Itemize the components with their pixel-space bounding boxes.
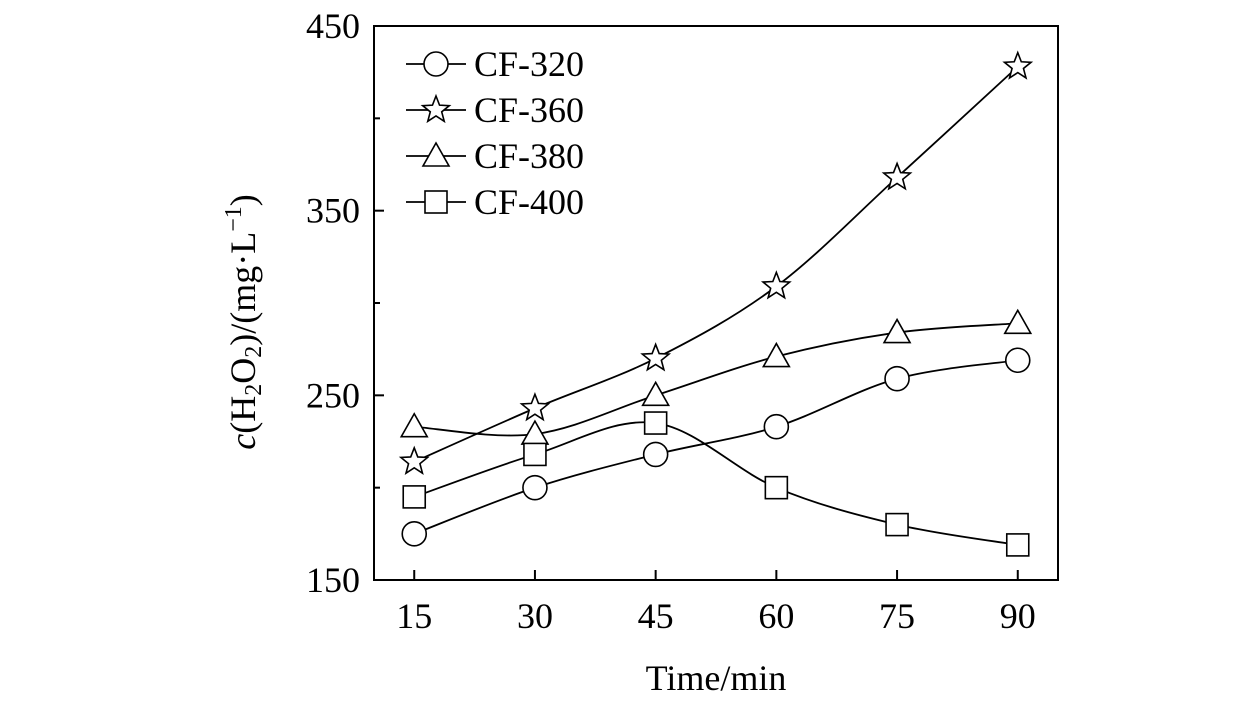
legend-item: CF-380 (406, 136, 584, 176)
data-point-triangle (761, 341, 791, 368)
y-tick-label: 450 (306, 6, 360, 46)
legend-marker-star (420, 93, 452, 124)
data-point-star (398, 445, 430, 475)
data-point-triangle (399, 412, 429, 438)
series-cf-380 (399, 308, 1033, 445)
data-point-star (1002, 50, 1034, 80)
series-cf-360 (398, 50, 1034, 475)
data-point-star (640, 342, 672, 372)
data-point-circle (401, 521, 428, 547)
x-tick-label: 90 (1000, 596, 1036, 636)
y-tick-label: 350 (306, 191, 360, 231)
series-line (413, 421, 1018, 546)
series-line (414, 322, 1018, 437)
data-point-circle (884, 365, 910, 392)
x-tick-label: 75 (879, 596, 915, 636)
y-axis-ticks: 150 250 350 450 (306, 6, 384, 600)
series-line (413, 65, 1019, 463)
data-point-triangle (1003, 308, 1033, 335)
legend-marker-square (424, 190, 448, 214)
series-layer (398, 50, 1034, 557)
data-point-circle (522, 474, 548, 501)
data-point-square (885, 512, 909, 537)
y-axis-title: c(H2O2)/(mg·L−1) (221, 194, 267, 450)
legend-label: CF-320 (474, 44, 584, 84)
y-tick-label: 250 (306, 375, 360, 415)
data-point-triangle (641, 380, 671, 407)
x-tick-label: 15 (396, 596, 432, 636)
legend-label: CF-360 (474, 90, 584, 130)
legend-marker-triangle (421, 141, 451, 167)
x-axis-ticks: 15 30 45 60 75 90 (396, 570, 1036, 636)
legend-marker-circle (423, 51, 449, 77)
data-point-circle (763, 413, 790, 440)
series-cf-320 (401, 347, 1031, 547)
data-point-triangle (882, 317, 912, 344)
x-tick-label: 60 (758, 596, 794, 636)
legend-item: CF-400 (406, 182, 584, 222)
series-cf-400 (402, 411, 1030, 557)
x-tick-label: 30 (517, 596, 553, 636)
legend: CF-320 CF-360 CF-380 CF-400 (406, 44, 584, 222)
legend-item: CF-360 (406, 90, 584, 130)
legend-label: CF-400 (474, 182, 584, 222)
data-point-star (881, 161, 913, 191)
y-tick-label: 150 (306, 560, 360, 600)
legend-label: CF-380 (474, 136, 584, 176)
data-point-square (764, 475, 789, 500)
x-axis-title: Time/min (646, 658, 787, 698)
series-line (413, 359, 1018, 535)
data-point-circle (642, 441, 669, 468)
data-point-star (519, 392, 551, 422)
data-point-square (643, 411, 668, 435)
legend-item: CF-320 (406, 44, 584, 84)
data-point-circle (1004, 347, 1031, 374)
data-point-square (402, 485, 427, 509)
data-point-square (523, 442, 547, 467)
x-tick-label: 45 (638, 596, 674, 636)
data-point-star (760, 270, 792, 300)
data-point-square (1005, 533, 1030, 557)
